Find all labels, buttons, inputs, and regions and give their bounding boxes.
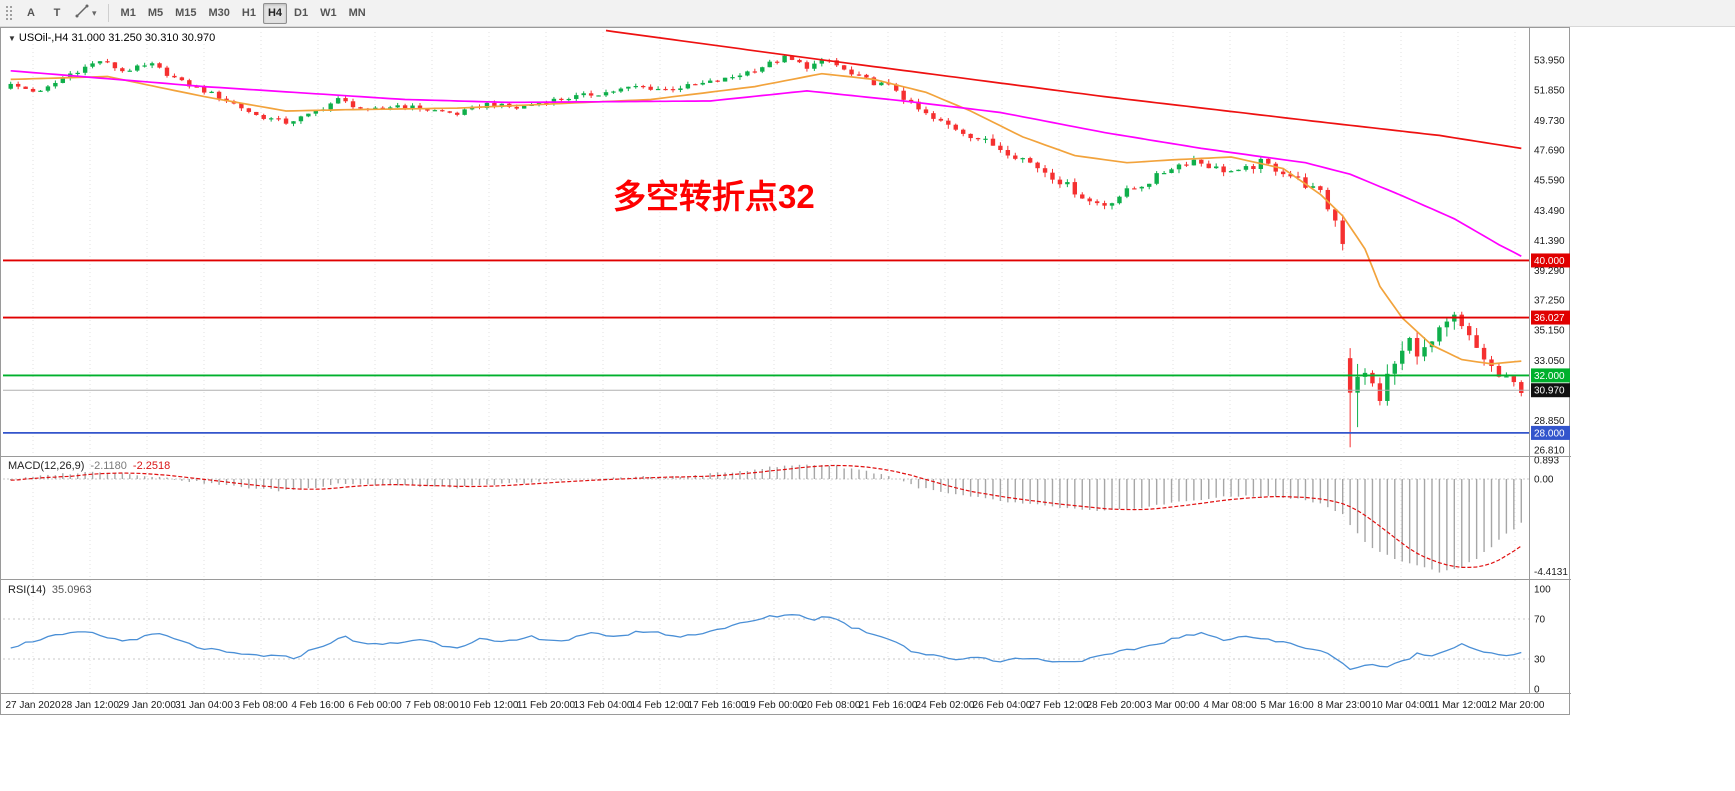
macd-indicator-label: MACD(12,26,9) -2.1180 -2.2518 <box>8 460 170 472</box>
svg-text:29 Jan 20:00: 29 Jan 20:00 <box>118 700 176 711</box>
svg-text:100: 100 <box>1534 585 1551 596</box>
svg-text:4 Mar 08:00: 4 Mar 08:00 <box>1203 700 1257 711</box>
svg-text:47.690: 47.690 <box>1534 145 1565 156</box>
svg-text:3 Mar 00:00: 3 Mar 00:00 <box>1146 700 1200 711</box>
price-tag-28.000: 28.000 <box>1531 425 1570 440</box>
svg-text:35.150: 35.150 <box>1534 326 1565 337</box>
toolbar-grip-icon[interactable] <box>3 4 17 22</box>
svg-text:28.850: 28.850 <box>1534 416 1565 427</box>
svg-text:10 Feb 12:00: 10 Feb 12:00 <box>460 700 519 711</box>
rsi-line <box>10 614 1522 671</box>
svg-text:53.950: 53.950 <box>1534 56 1565 67</box>
timeframe-m1-button[interactable]: M1 <box>116 3 141 24</box>
svg-text:8 Mar 23:00: 8 Mar 23:00 <box>1317 700 1371 711</box>
svg-text:20 Feb 08:00: 20 Feb 08:00 <box>802 700 861 711</box>
svg-text:11 Mar 12:00: 11 Mar 12:00 <box>1429 700 1488 711</box>
macd-value: -2.1180 <box>90 460 127 472</box>
svg-text:7 Feb 08:00: 7 Feb 08:00 <box>405 700 459 711</box>
svg-text:45.590: 45.590 <box>1534 176 1565 187</box>
svg-text:6 Feb 00:00: 6 Feb 00:00 <box>348 700 402 711</box>
svg-text:13 Feb 04:00: 13 Feb 04:00 <box>574 700 633 711</box>
macd-signal-value: -2.2518 <box>132 460 171 472</box>
svg-text:28 Jan 12:00: 28 Jan 12:00 <box>61 700 119 711</box>
svg-text:3 Feb 08:00: 3 Feb 08:00 <box>234 700 288 711</box>
svg-text:-4.4131: -4.4131 <box>1534 567 1568 578</box>
price-axis[interactable]: 53.950 51.850 49.730 47.690 45.590 43.490 41.3… <box>1534 56 1565 457</box>
svg-text:10 Mar 04:00: 10 Mar 04:00 <box>1372 700 1431 711</box>
toolbar-separator <box>107 4 109 22</box>
rsi-name: RSI(14) <box>8 584 46 596</box>
ma-slow-line <box>605 29 1522 150</box>
macd-layer: 0.893 0.00 -4.4131 <box>3 456 1568 578</box>
svg-text:4 Feb 16:00: 4 Feb 16:00 <box>291 700 345 711</box>
chart-annotation-text[interactable]: 多空转折点32 <box>613 178 815 215</box>
grid-layer <box>32 32 1516 693</box>
chart-window: 40.000 36.027 32.000 28.000 30.970 53.950 51.8… <box>0 27 1571 716</box>
svg-text:30: 30 <box>1534 655 1546 666</box>
macd-signal-line <box>10 464 1522 569</box>
shapes-dropdown[interactable]: ▾ <box>71 3 101 24</box>
svg-text:0: 0 <box>1534 685 1540 696</box>
svg-text:70: 70 <box>1534 615 1546 626</box>
svg-text:51.850: 51.850 <box>1534 86 1565 97</box>
svg-text:21 Feb 16:00: 21 Feb 16:00 <box>859 700 918 711</box>
chart-ohlc-values: 31.000 31.250 30.310 30.970 <box>71 32 216 44</box>
macd-name: MACD(12,26,9) <box>8 460 85 472</box>
collapse-arrow-icon[interactable]: ▼ <box>8 34 16 43</box>
svg-text:5 Mar 16:00: 5 Mar 16:00 <box>1260 700 1314 711</box>
svg-text:30.970: 30.970 <box>1534 386 1565 397</box>
chart-symbol-timeframe: USOil-,H4 <box>18 32 69 44</box>
svg-text:19 Feb 00:00: 19 Feb 00:00 <box>745 700 804 711</box>
chart-canvas[interactable]: 40.000 36.027 32.000 28.000 30.970 53.950 51.8… <box>1 28 1571 716</box>
candles-layer <box>8 54 1524 448</box>
svg-text:28.000: 28.000 <box>1534 428 1565 439</box>
svg-text:27 Jan 2020: 27 Jan 2020 <box>5 700 60 711</box>
time-axis[interactable]: 27 Jan 2020 28 Jan 12:00 29 Jan 20:00 31 Ja… <box>5 700 1544 711</box>
timeframe-m15-button[interactable]: M15 <box>170 3 201 24</box>
ma-mid-line <box>10 69 1522 257</box>
svg-text:41.390: 41.390 <box>1534 236 1565 247</box>
svg-text:37.250: 37.250 <box>1534 295 1565 306</box>
svg-text:26.810: 26.810 <box>1534 446 1565 457</box>
svg-text:26 Feb 04:00: 26 Feb 04:00 <box>973 700 1032 711</box>
svg-text:24 Feb 02:00: 24 Feb 02:00 <box>916 700 975 711</box>
svg-text:49.730: 49.730 <box>1534 116 1565 127</box>
timeframe-d1-button[interactable]: D1 <box>289 3 313 24</box>
trendline-icon <box>75 4 89 23</box>
timeframe-w1-button[interactable]: W1 <box>315 3 342 24</box>
rsi-value: 35.0963 <box>51 584 92 596</box>
svg-text:31 Jan 04:00: 31 Jan 04:00 <box>175 700 233 711</box>
price-tag-32.000: 32.000 <box>1531 368 1570 383</box>
svg-text:11 Feb 20:00: 11 Feb 20:00 <box>517 700 576 711</box>
chevron-down-icon: ▾ <box>92 7 97 18</box>
chart-title: ▼ USOil-,H4 31.000 31.250 30.310 30.970 <box>8 32 215 44</box>
ma-fast-line <box>10 72 1522 365</box>
svg-text:12 Mar 20:00: 12 Mar 20:00 <box>1486 700 1545 711</box>
svg-text:43.490: 43.490 <box>1534 206 1565 217</box>
svg-text:32.000: 32.000 <box>1534 371 1565 382</box>
timeframe-m5-button[interactable]: M5 <box>143 3 168 24</box>
text-label-a-button[interactable]: A <box>19 3 43 24</box>
text-tool-t-button[interactable]: T <box>45 3 69 24</box>
price-tag-36.027: 36.027 <box>1531 310 1570 325</box>
svg-text:39.290: 39.290 <box>1534 266 1565 277</box>
timeframe-h4-button[interactable]: H4 <box>262 2 288 24</box>
toolbar: A T ▾ M1 M5 M15 M30 H1 H4 D1 W1 MN <box>0 0 1735 27</box>
svg-text:33.050: 33.050 <box>1534 356 1565 367</box>
rsi-layer: 100 70 30 0 <box>3 585 1551 696</box>
rsi-indicator-label: RSI(14) 35.0963 <box>8 584 92 596</box>
svg-text:28 Feb 20:00: 28 Feb 20:00 <box>1087 700 1146 711</box>
timeframe-h1-button[interactable]: H1 <box>237 3 261 24</box>
svg-text:17 Feb 16:00: 17 Feb 16:00 <box>688 700 747 711</box>
svg-text:0.893: 0.893 <box>1534 456 1559 467</box>
timeframe-mn-button[interactable]: MN <box>344 3 371 24</box>
price-tag-40.000: 40.000 <box>1531 253 1570 268</box>
svg-text:14 Feb 12:00: 14 Feb 12:00 <box>631 700 690 711</box>
svg-text:0.00: 0.00 <box>1534 475 1554 486</box>
svg-text:36.027: 36.027 <box>1534 313 1565 324</box>
svg-text:40.000: 40.000 <box>1534 256 1565 267</box>
timeframe-m30-button[interactable]: M30 <box>204 3 235 24</box>
current-price-tag: 30.970 <box>1531 383 1570 398</box>
svg-text:27 Feb 12:00: 27 Feb 12:00 <box>1030 700 1089 711</box>
